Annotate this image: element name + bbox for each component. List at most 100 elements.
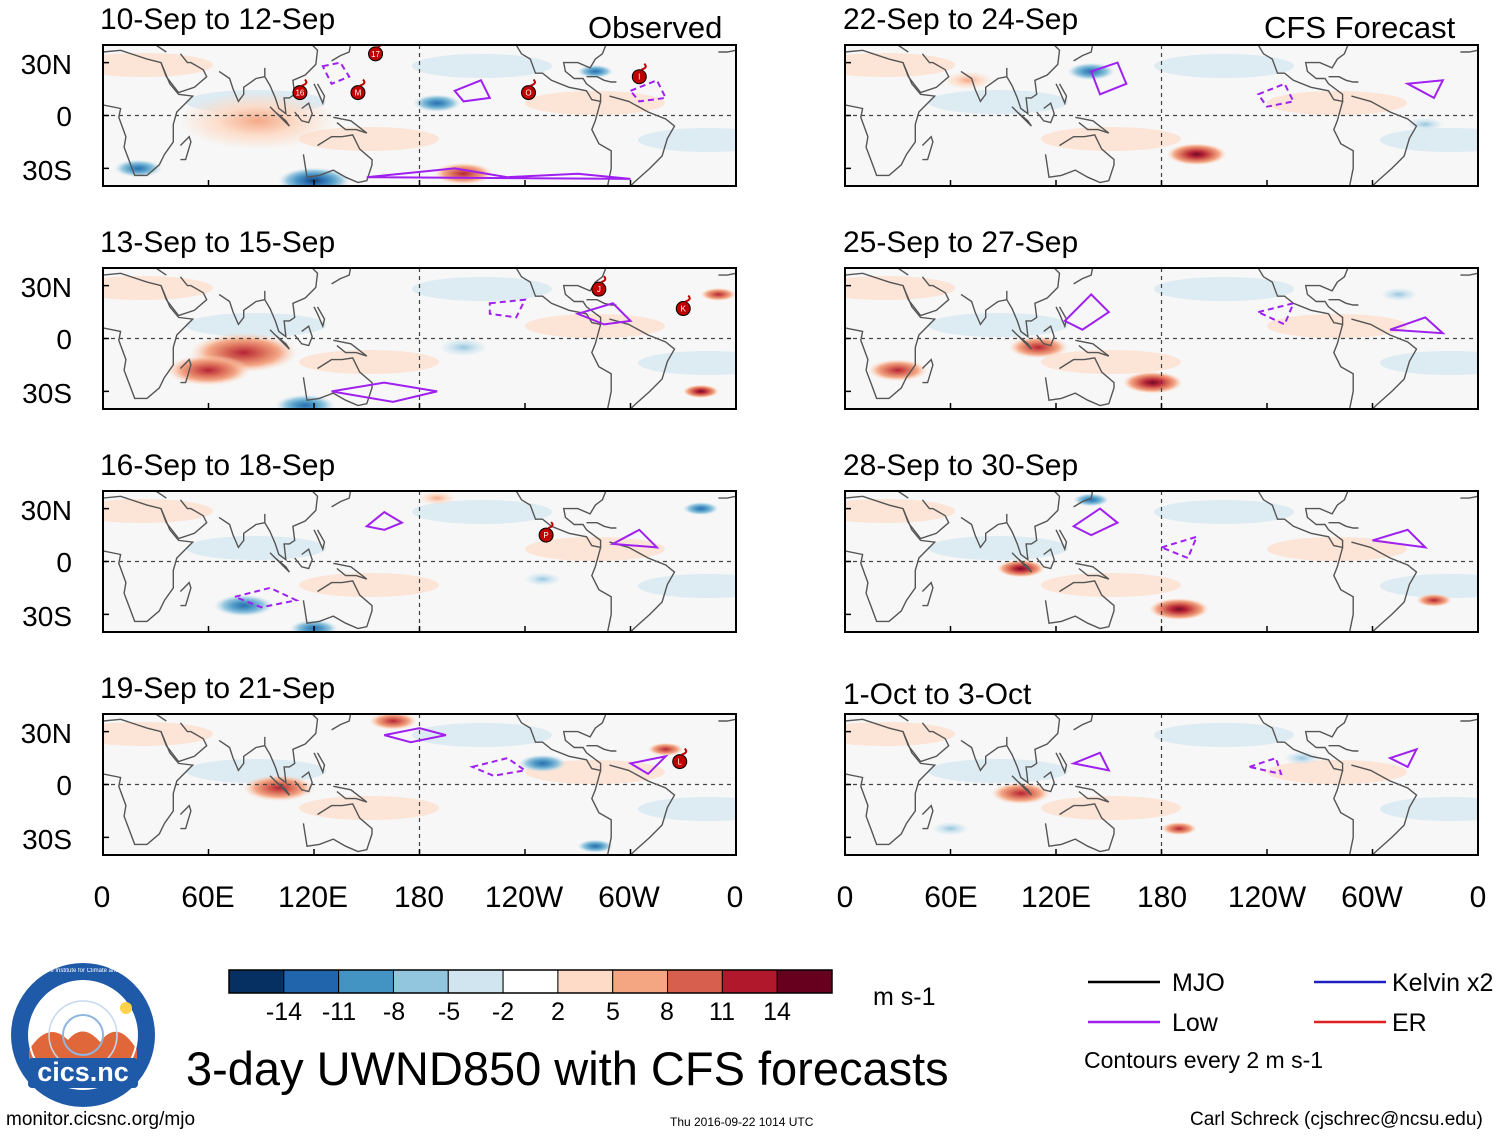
storm-label: J <box>597 285 601 294</box>
coastline <box>118 491 167 499</box>
storm-icon <box>631 69 647 85</box>
wind-anomaly-band <box>412 723 552 747</box>
wind-anomaly <box>944 71 993 90</box>
cbar-tick: 14 <box>763 998 791 1026</box>
wind-anomaly-band <box>186 313 326 337</box>
coastline <box>1011 106 1032 127</box>
coastline <box>586 76 617 83</box>
coastline <box>718 718 736 722</box>
storm-tail <box>359 78 366 87</box>
coastline <box>921 804 934 830</box>
cbar-tick: 2 <box>551 998 565 1026</box>
coastline <box>333 339 368 357</box>
wind-anomaly-band <box>1267 314 1407 338</box>
low-contour <box>469 757 528 777</box>
coastline <box>1075 785 1110 803</box>
storm-marker: K <box>675 294 691 317</box>
coastline <box>313 83 326 106</box>
wind-anomaly <box>682 502 719 516</box>
coastline <box>264 491 319 562</box>
coastline <box>860 491 909 499</box>
wind-anomaly-band <box>845 722 955 746</box>
coastline <box>1055 306 1068 329</box>
coastline <box>1006 491 1061 562</box>
coastline <box>1055 752 1068 775</box>
coastline <box>1011 552 1032 573</box>
coastline <box>1333 95 1418 186</box>
xtick-right-60e: 60E <box>924 881 978 914</box>
colorbar-swatch <box>283 969 340 994</box>
wind-anomaly <box>990 782 1051 805</box>
low-contour <box>321 61 351 86</box>
coastline <box>1044 134 1115 184</box>
panel-title-fcst-2: 25-Sep to 27-Sep <box>843 226 1079 259</box>
colorbar-frame <box>228 969 833 994</box>
low-contour <box>1256 82 1295 108</box>
coastline <box>586 299 617 306</box>
wind-anomaly-band <box>638 574 736 598</box>
legend-er-label: ER <box>1392 1009 1427 1037</box>
low-contour <box>331 381 438 403</box>
storm-tail <box>684 294 691 303</box>
legend-mjo-label: MJO <box>1172 969 1225 997</box>
wind-anomaly-band <box>1041 127 1181 151</box>
wind-anomaly <box>242 774 315 802</box>
wind-anomaly-band <box>928 90 1068 114</box>
colorbar-swatch <box>447 969 504 994</box>
cbar-tick: -8 <box>382 998 406 1026</box>
wind-anomaly-band <box>103 276 213 300</box>
cbar-tick: -14 <box>265 998 303 1026</box>
coastline <box>103 272 195 400</box>
coastline <box>269 329 290 350</box>
ytick-0: 0 <box>56 101 72 132</box>
coastline <box>269 775 290 796</box>
storm-label: K <box>681 305 687 314</box>
coastline <box>586 522 617 529</box>
coastline <box>1036 102 1055 124</box>
wind-anomaly-band <box>1380 351 1478 375</box>
low-contour <box>1389 316 1446 335</box>
coastline <box>860 45 909 53</box>
low-contour <box>231 586 300 609</box>
coastline <box>845 718 937 846</box>
coastline <box>302 134 373 184</box>
coastline <box>1328 745 1359 752</box>
ytick-0: 0 <box>56 324 72 355</box>
wind-anomaly-band <box>1154 723 1294 747</box>
cbar-tick: -2 <box>491 998 515 1026</box>
low-contour <box>384 727 447 744</box>
wind-anomaly <box>647 742 684 756</box>
coastline <box>264 714 319 785</box>
wind-anomaly <box>867 359 928 382</box>
coastline <box>1044 580 1115 630</box>
wind-anomaly-band <box>299 573 439 597</box>
coastline <box>160 499 208 540</box>
wind-anomaly-band <box>412 500 552 524</box>
coastline <box>718 272 736 276</box>
wind-anomaly <box>419 491 456 505</box>
low-contour <box>1089 61 1128 96</box>
coastline <box>515 714 607 772</box>
xtick-left-120w: 120W <box>484 881 564 914</box>
wind-anomaly-band <box>1267 91 1407 115</box>
low-contour <box>1063 292 1111 331</box>
panel-frame <box>102 713 737 856</box>
website-link[interactable]: monitor.cicsnc.org/mjo <box>6 1109 196 1130</box>
xtick-left-60w: 60W <box>598 881 660 914</box>
coastline <box>331 45 352 62</box>
wind-anomaly <box>1166 143 1227 166</box>
low-contour <box>1255 301 1296 326</box>
coastline <box>333 116 368 134</box>
wind-anomaly <box>1161 821 1198 836</box>
coastline <box>591 318 676 409</box>
ytick-30s: 30S <box>22 378 72 409</box>
coastline <box>591 95 676 186</box>
storm-icon <box>538 527 554 543</box>
ytick-30n: 30N <box>20 718 72 749</box>
panel-frame <box>102 267 737 410</box>
storm-label: P <box>543 531 548 540</box>
map-panel: 17 16 M O I <box>102 44 737 187</box>
coastline <box>1073 45 1094 62</box>
forecast-header: CFS Forecast <box>1264 10 1456 45</box>
wind-anomaly-band <box>845 499 955 523</box>
